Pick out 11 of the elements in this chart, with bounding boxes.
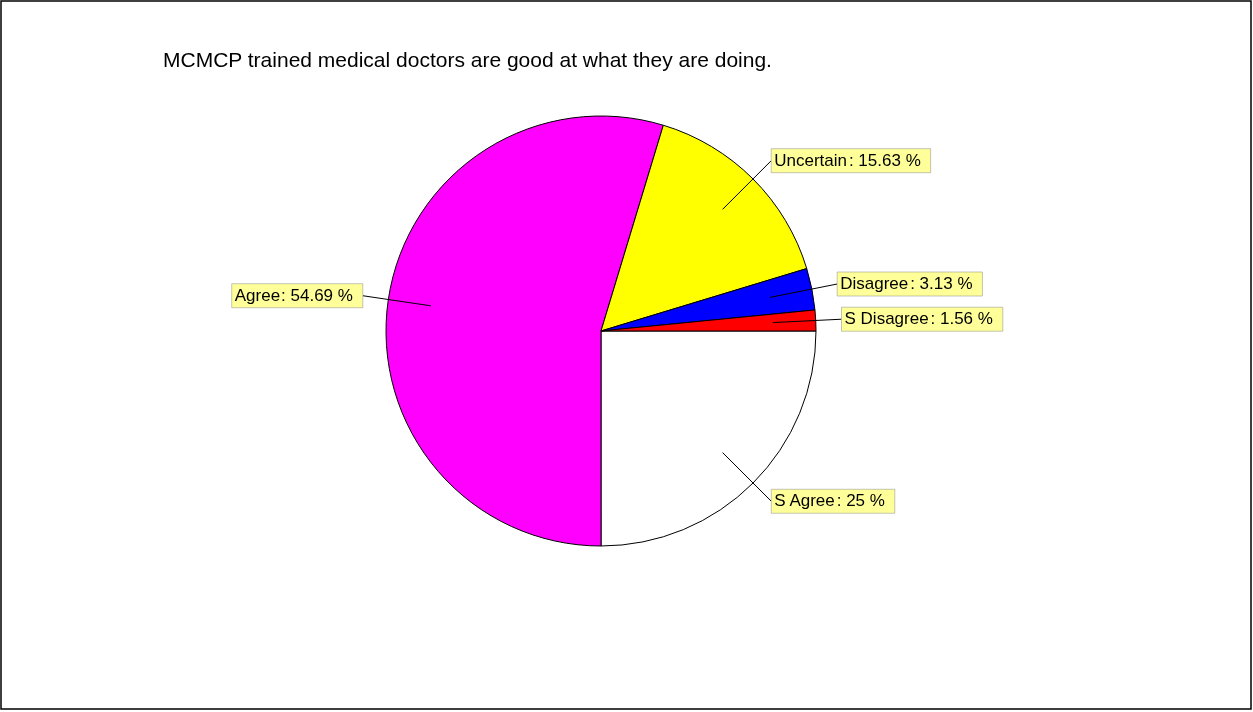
slice-label: Uncertain [774, 150, 847, 170]
data-label: : 3.13 % [910, 274, 973, 294]
data-label: : 15.63 % [848, 150, 921, 170]
data-label: : 54.69 % [281, 285, 353, 305]
slice-label: S Disagree [844, 309, 929, 329]
slice-label: Disagree [840, 274, 909, 294]
chart-title: MCMCP trained medical doctors are good at what they are doing. [163, 48, 772, 71]
slice-label: Agree [234, 285, 281, 305]
data-label: : 25 % [836, 491, 885, 511]
data-label: : 1.56 % [930, 309, 993, 329]
slice-label: S Agree [774, 491, 835, 511]
